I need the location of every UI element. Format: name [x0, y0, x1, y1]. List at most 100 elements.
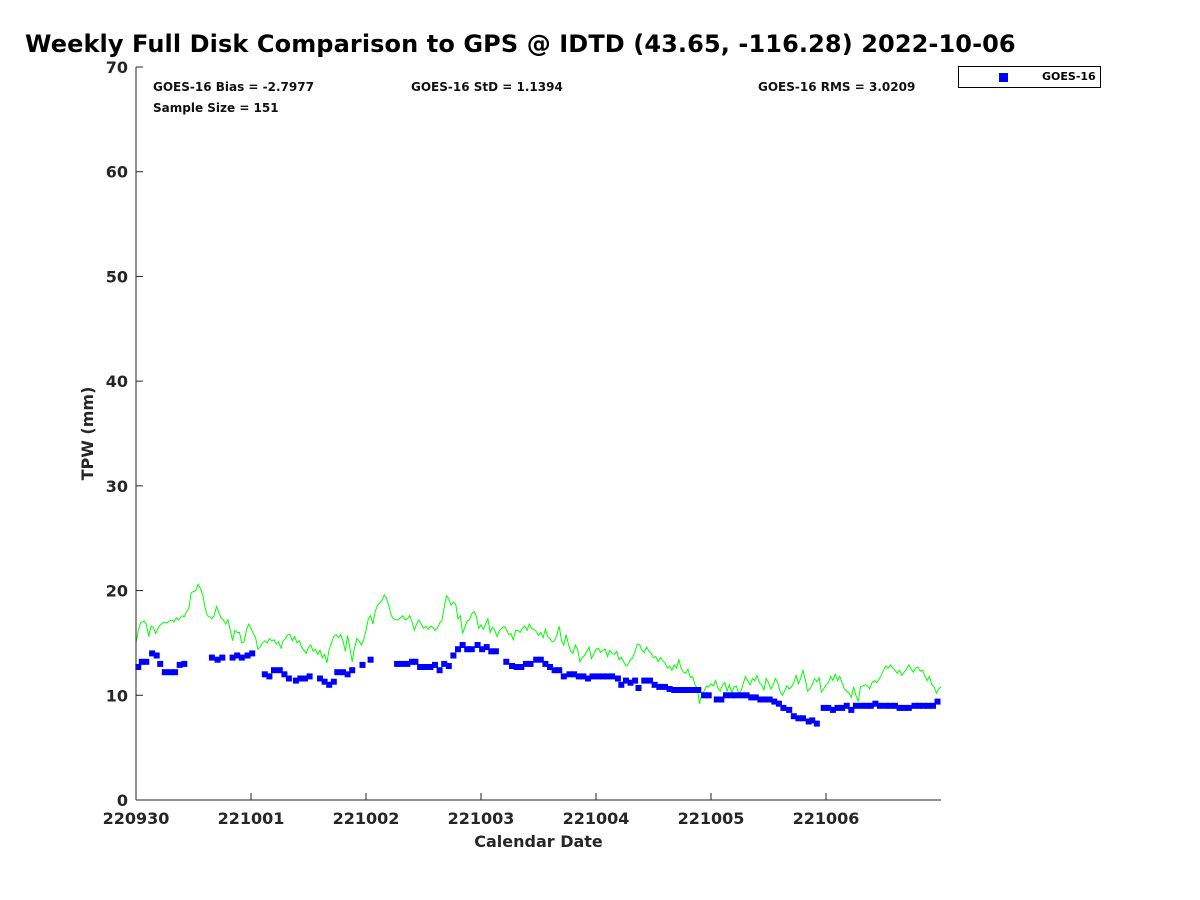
goes-point: [641, 677, 648, 684]
goes-point: [518, 664, 525, 670]
goes-point: [208, 654, 215, 661]
goes-point: [651, 681, 658, 688]
goes-point: [459, 642, 466, 648]
goes-point: [882, 702, 889, 709]
goes-point: [743, 692, 750, 699]
goes-point: [728, 692, 735, 699]
goes-point: [266, 673, 273, 680]
goes-point: [701, 692, 708, 699]
goes-point: [920, 702, 927, 709]
goes-point: [503, 658, 510, 665]
goes-point: [618, 681, 625, 688]
goes-point: [820, 704, 827, 711]
goes-point: [627, 679, 634, 686]
goes-point: [580, 673, 587, 680]
goes-point: [713, 696, 720, 703]
x-axis-label: Calendar Date: [474, 832, 603, 851]
goes-point: [934, 698, 941, 705]
goes-point: [238, 654, 245, 661]
goes-point: [632, 677, 639, 684]
goes-point: [234, 652, 241, 659]
goes-point: [589, 673, 596, 680]
goes-point: [464, 646, 471, 653]
goes-point: [695, 687, 702, 693]
goes-point: [848, 706, 855, 713]
goes-point: [614, 675, 621, 682]
goes-point: [244, 652, 251, 659]
goes-point: [167, 669, 174, 676]
goes-point: [219, 654, 226, 661]
chart-title: Weekly Full Disk Comparison to GPS @ IDT…: [25, 30, 1016, 58]
goes-point: [752, 694, 759, 701]
goes-point: [829, 706, 836, 713]
goes-point: [542, 660, 549, 667]
goes-point: [671, 687, 678, 693]
goes-point: [916, 702, 923, 709]
goes-point: [666, 686, 673, 692]
goes-point: [306, 673, 313, 680]
goes-point: [852, 702, 859, 709]
goes-point: [566, 671, 573, 678]
goes-point: [450, 652, 457, 659]
goes-point: [681, 687, 688, 693]
goes-point: [479, 646, 486, 653]
goes-point: [690, 687, 697, 693]
goes-point: [394, 660, 401, 667]
goes-point: [344, 671, 351, 678]
goes-point: [901, 704, 908, 711]
goes-point: [161, 669, 168, 676]
goes-point: [404, 660, 411, 667]
goes-point: [422, 664, 429, 670]
goes-point: [143, 658, 150, 665]
x-tick-label: 221005: [678, 809, 745, 828]
goes-point: [138, 658, 145, 665]
goes-point: [662, 683, 668, 690]
goes-point: [483, 644, 490, 651]
x-tick-label: 220930: [103, 809, 170, 828]
goes-point: [887, 702, 894, 709]
goes-point: [551, 667, 558, 674]
goes-point: [172, 669, 179, 676]
goes-point: [281, 671, 288, 678]
sample-size-stat: Sample Size = 151: [153, 101, 279, 115]
x-tick-label: 221002: [333, 809, 400, 828]
goes-point: [805, 718, 812, 725]
goes-point: [135, 664, 142, 670]
goes-point: [635, 685, 642, 691]
goes-point: [675, 687, 682, 693]
legend-marker-square-icon: [999, 73, 1008, 82]
goes-point: [604, 673, 611, 680]
goes-point: [412, 658, 419, 665]
goes-point: [877, 702, 883, 709]
goes-point: [176, 661, 183, 668]
goes-point: [790, 713, 797, 720]
goes-point: [766, 696, 773, 703]
goes-point: [843, 702, 850, 709]
rms-stat: GOES-16 RMS = 3.0209: [758, 80, 916, 94]
axes: 220930 221001 221002 221003 221004 221005 2210…: [103, 58, 941, 828]
goes-point: [157, 660, 164, 667]
goes-point: [905, 704, 912, 711]
goes-point: [771, 698, 778, 705]
goes-point: [214, 656, 221, 663]
goes-point: [834, 704, 841, 711]
goes-point: [609, 673, 616, 680]
legend: GOES-16: [958, 66, 1101, 88]
goes-point: [762, 696, 768, 703]
x-tick-label: 221003: [448, 809, 515, 828]
y-tick-label: 20: [106, 582, 128, 601]
y-tick-label: 50: [106, 267, 128, 286]
goes-point: [723, 692, 729, 699]
goes-point: [647, 677, 653, 684]
goes-point: [872, 700, 879, 707]
goes-point: [334, 669, 341, 676]
goes-point: [398, 660, 405, 667]
goes-point: [858, 702, 865, 709]
goes-point: [800, 715, 806, 722]
goes-point: [733, 692, 740, 699]
goes-point: [409, 658, 415, 665]
gps-series: [135, 583, 942, 704]
goes-point: [455, 646, 461, 653]
goes-point: [488, 648, 495, 655]
